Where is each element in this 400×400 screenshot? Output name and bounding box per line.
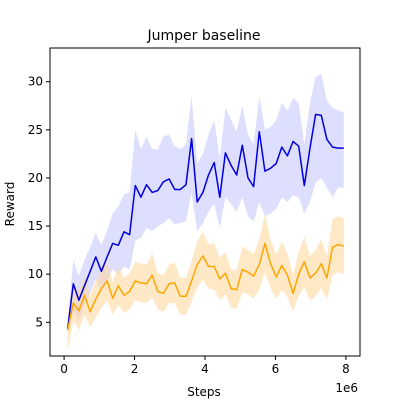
x-tick-label: 0 <box>60 362 68 376</box>
series-1-band <box>67 74 344 334</box>
y-tick-label: 5 <box>35 315 43 329</box>
y-tick-label: 10 <box>28 267 43 281</box>
y-tick-label: 30 <box>28 75 43 89</box>
x-tick-label: 4 <box>201 362 209 376</box>
series-lines <box>66 113 345 331</box>
x-axis-ticks: 0 2 4 6 8 <box>60 356 350 376</box>
y-tick-label: 25 <box>28 123 43 137</box>
series-2-band <box>67 214 344 352</box>
series-2-line <box>66 242 345 331</box>
x-tick-label: 2 <box>131 362 139 376</box>
x-axis-offset-label: 1e6 <box>335 381 358 395</box>
y-tick-label: 15 <box>28 219 43 233</box>
x-axis-label: Steps <box>187 385 221 399</box>
confidence-bands <box>67 74 344 352</box>
y-tick-label: 20 <box>28 171 43 185</box>
y-axis-label: Reward <box>3 182 17 227</box>
x-tick-label: 6 <box>272 362 280 376</box>
chart-title: Jumper baseline <box>147 28 261 44</box>
y-axis-ticks: 5 10 15 20 25 30 <box>28 75 50 329</box>
series-1-line <box>66 113 344 330</box>
x-tick-label: 8 <box>342 362 350 376</box>
